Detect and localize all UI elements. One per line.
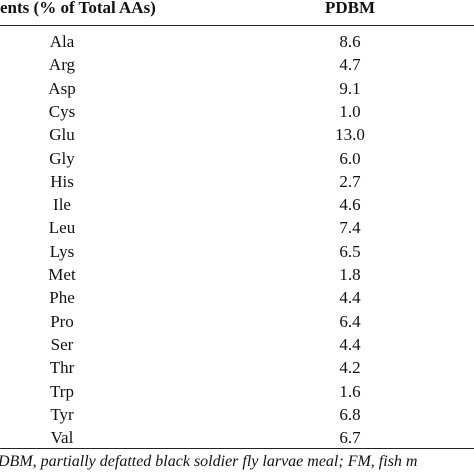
value: 6.5 bbox=[339, 241, 361, 261]
amino-acid: Asp bbox=[48, 78, 76, 98]
value: 1.6 bbox=[339, 381, 361, 401]
value: 1.8 bbox=[339, 265, 361, 284]
value: 4.4 bbox=[339, 288, 361, 308]
value: 9.1 bbox=[339, 78, 361, 98]
amino-acid: Tyr bbox=[50, 404, 74, 424]
value: 6.4 bbox=[339, 311, 361, 331]
value: 1.0 bbox=[339, 101, 361, 121]
amino-acid: Pro bbox=[50, 311, 74, 331]
footnote: DBM, partially defatted black soldier fl… bbox=[0, 453, 418, 470]
amino-acid: Met bbox=[48, 265, 76, 284]
header-cell: ents (% of Total AAs) bbox=[0, 0, 156, 17]
amino-acid: Ala bbox=[49, 32, 75, 51]
amino-acid: His bbox=[50, 171, 74, 191]
amino-acid: Phe bbox=[49, 288, 75, 308]
value: 13.0 bbox=[335, 125, 365, 145]
amino-acid: Cys bbox=[48, 101, 76, 121]
value: 8.6 bbox=[339, 32, 361, 51]
value: 4.2 bbox=[339, 358, 361, 378]
header-rule bbox=[0, 25, 474, 26]
value: 2.7 bbox=[339, 171, 361, 191]
value: 4.4 bbox=[339, 334, 361, 354]
amino-acid: Ser bbox=[50, 334, 74, 354]
value: 6.7 bbox=[339, 428, 361, 448]
header-cell: PDBM bbox=[324, 0, 376, 17]
amino-acid: Gly bbox=[49, 148, 75, 168]
amino-acid: Ile bbox=[53, 195, 71, 215]
value: 4.6 bbox=[339, 195, 361, 215]
amino-acid: Thr bbox=[49, 358, 75, 378]
amino-acid: Trp bbox=[50, 381, 74, 401]
amino-acid: Glu bbox=[49, 125, 75, 145]
amino-acid: Arg bbox=[48, 55, 76, 75]
amino-acid: Leu bbox=[48, 218, 76, 238]
value: 7.4 bbox=[339, 218, 361, 238]
value: 6.8 bbox=[339, 404, 361, 424]
amino-acid: Val bbox=[50, 428, 74, 448]
bottom-rule bbox=[0, 448, 474, 449]
amino-acid: Lys bbox=[49, 241, 75, 261]
value: 6.0 bbox=[339, 148, 361, 168]
value: 4.7 bbox=[339, 55, 361, 75]
